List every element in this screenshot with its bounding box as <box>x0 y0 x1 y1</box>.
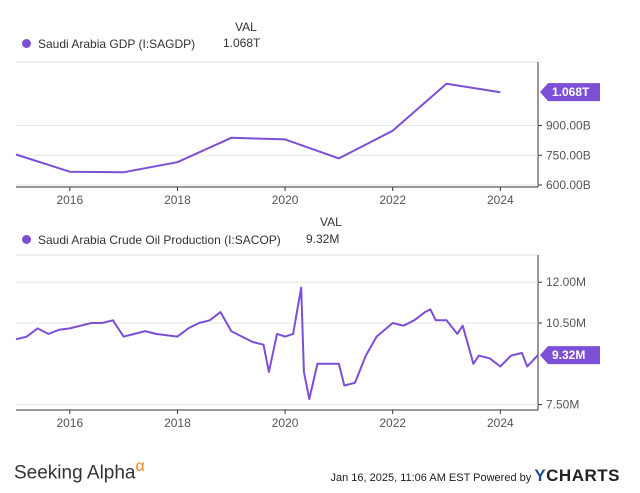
seeking-alpha-logo: Seeking Alphaα <box>14 458 145 484</box>
gdp-val-value: 1.068T <box>223 36 261 50</box>
oil-legend[interactable]: Saudi Arabia Crude Oil Production (I:SAC… <box>22 232 281 247</box>
gdp-value-badge <box>540 83 600 102</box>
oil-y-tick-label: 12.00M <box>546 275 586 289</box>
gdp-value-badge-label: 1.068T <box>552 85 590 99</box>
gdp-legend-marker-icon <box>22 39 31 49</box>
gdp-y-tick-label: 900.00B <box>546 118 591 132</box>
oil-x-tick-label: 2018 <box>164 416 191 430</box>
ycharts-logo: YCHARTS <box>534 466 620 485</box>
oil-value-badge <box>540 346 600 365</box>
oil-y-tick-label: 7.50M <box>546 398 579 412</box>
oil-x-tick-label: 2024 <box>487 416 514 430</box>
oil-val-header: VAL <box>320 215 342 229</box>
gdp-x-tick-label: 2024 <box>487 193 514 207</box>
oil-legend-marker-icon <box>22 235 31 245</box>
oil-x-tick-label: 2022 <box>379 416 406 430</box>
oil-x-tick-label: 2020 <box>272 416 299 430</box>
gdp-y-tick-label: 600.00B <box>546 178 591 192</box>
oil-value-badge-label: 9.32M <box>552 348 585 362</box>
gdp-x-tick-label: 2022 <box>379 193 406 207</box>
gdp-series-line <box>15 82 501 174</box>
oil-x-tick-label: 2016 <box>56 416 83 430</box>
oil-series-line <box>15 286 539 401</box>
gdp-x-tick-label: 2020 <box>272 193 299 207</box>
oil-legend-label: Saudi Arabia Crude Oil Production (I:SAC… <box>38 232 281 247</box>
gdp-x-tick-label: 2016 <box>56 193 83 207</box>
oil-y-tick-label: 10.50M <box>546 316 586 330</box>
footer-timestamp: Jan 16, 2025, 11:06 AM EST Powered by YC… <box>330 466 620 485</box>
gdp-x-tick-label: 2018 <box>164 193 191 207</box>
gdp-legend-label: Saudi Arabia GDP (I:SAGDP) <box>38 36 196 51</box>
gdp-val-header: VAL <box>235 20 257 34</box>
gdp-y-tick-label: 750.00B <box>546 148 591 162</box>
oil-val-value: 9.32M <box>306 232 340 246</box>
gdp-legend[interactable]: Saudi Arabia GDP (I:SAGDP) <box>22 36 195 51</box>
